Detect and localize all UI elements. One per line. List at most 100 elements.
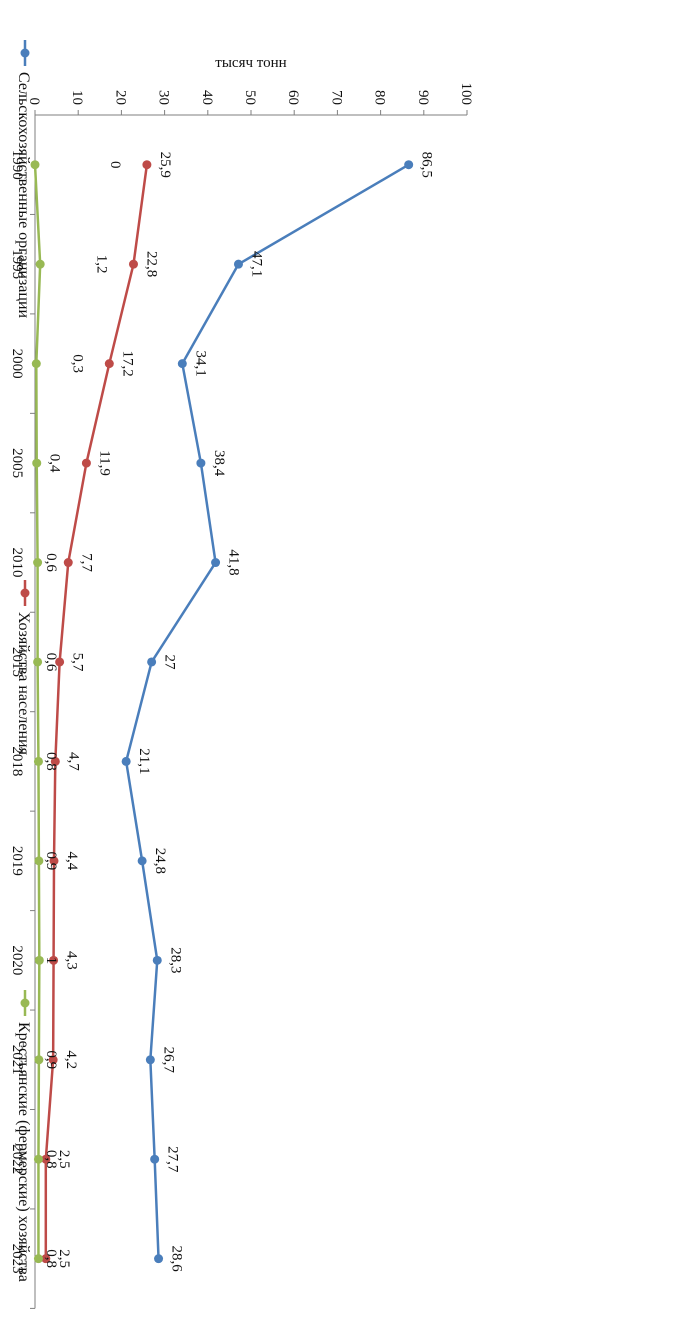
data-label: 17,2 — [119, 351, 135, 377]
data-point — [142, 160, 152, 170]
x-tick-label: 2019 — [9, 846, 25, 876]
legend: Сельскохозяйственные организации Хозяйств… — [15, 40, 32, 1282]
x-tick-label: 1995 — [9, 249, 25, 279]
data-point — [32, 458, 42, 468]
data-label: 0,9 — [43, 852, 59, 871]
data-label: 4,7 — [65, 752, 81, 771]
data-label: 38,4 — [211, 450, 227, 477]
data-point — [30, 160, 40, 170]
data-label: 21,1 — [136, 748, 152, 774]
data-point — [177, 359, 187, 369]
y-tick-label: 50 — [242, 90, 258, 105]
data-label: 0 — [107, 161, 123, 169]
x-tick-label: 2000 — [9, 349, 25, 379]
series-line-0 — [124, 163, 410, 1259]
data-label: 34,1 — [192, 351, 208, 377]
legend-label: Хозяйства населения — [15, 612, 32, 756]
data-point — [31, 359, 41, 369]
data-label: 11,9 — [96, 450, 112, 476]
x-tick-label: 2010 — [9, 548, 25, 578]
x-tick-label: 2015 — [9, 647, 25, 677]
x-tick-label: 2023 — [9, 1244, 25, 1274]
data-label: 4,2 — [63, 1050, 79, 1069]
data-label: 4,3 — [64, 951, 80, 970]
data-label: 86,5 — [419, 152, 435, 178]
x-tick-label: 2018 — [9, 746, 25, 776]
y-tick-label: 10 — [69, 90, 85, 105]
legend-label: Сельскохозяйственные организации — [15, 72, 32, 319]
data-point — [121, 756, 131, 766]
legend-swatch-marker — [20, 588, 30, 598]
data-label: 0,3 — [69, 354, 85, 373]
data-point — [145, 1055, 155, 1065]
data-label: 0,8 — [43, 1249, 59, 1268]
data-label: 7,7 — [78, 553, 94, 572]
legend-label: Крестьянские (фермерские) хозяйства — [15, 1022, 32, 1282]
x-tick-label: 2021 — [9, 1045, 25, 1075]
data-label: 0,9 — [43, 1050, 59, 1069]
series-points — [30, 160, 414, 1264]
data-point — [152, 955, 162, 965]
data-label: 1,2 — [93, 255, 109, 274]
data-point — [63, 558, 73, 568]
legend-swatch-marker — [20, 998, 30, 1008]
data-label: 26,7 — [160, 1047, 176, 1074]
data-point — [50, 756, 60, 766]
data-label: 0,8 — [43, 1150, 59, 1169]
data-label: 25,9 — [157, 152, 173, 178]
y-tick-label: 40 — [199, 90, 215, 105]
data-point — [404, 160, 414, 170]
data-label: 22,8 — [143, 251, 159, 277]
data-point — [35, 259, 45, 269]
data-label: 0,6 — [43, 653, 59, 672]
y-tick-label: 80 — [372, 90, 388, 105]
y-tick-label: 0 — [26, 98, 42, 106]
data-label: 28,6 — [169, 1246, 185, 1273]
data-label: 0,6 — [43, 553, 59, 572]
series-line-2 — [33, 164, 42, 1259]
data-point — [33, 756, 43, 766]
series-lines — [33, 163, 410, 1259]
data-point — [41, 1254, 51, 1264]
data-point — [137, 856, 147, 866]
data-label: 28,3 — [167, 947, 183, 973]
y-tick-label: 70 — [328, 90, 344, 105]
data-label: 24,8 — [152, 848, 168, 874]
data-point — [41, 1154, 51, 1164]
data-point — [34, 1055, 44, 1065]
data-point — [150, 1154, 160, 1164]
data-label: 2,5 — [56, 1150, 72, 1169]
data-label: 47,1 — [248, 251, 264, 277]
x-tick-label: 2022 — [9, 1144, 25, 1174]
y-tick-label: 90 — [415, 90, 431, 105]
data-labels: 86,5 25,9 0 47,1 22,8 1,2 34,1 17,2 0,3 38,4 11,9 0… — [43, 152, 435, 1273]
y-tick-label: 60 — [285, 90, 301, 105]
data-point — [233, 259, 243, 269]
y-tick-label: 100 — [458, 83, 474, 106]
data-point — [147, 657, 157, 667]
data-point — [55, 657, 65, 667]
series-line-1 — [44, 164, 149, 1259]
data-label: 27 — [162, 654, 178, 670]
legend-swatch-marker — [20, 48, 30, 58]
data-point — [154, 1254, 164, 1264]
data-label: 2,5 — [56, 1249, 72, 1268]
data-point — [49, 856, 59, 866]
data-point — [33, 1154, 43, 1164]
data-point — [33, 1254, 43, 1264]
data-point — [34, 856, 44, 866]
data-point — [196, 458, 206, 468]
data-point — [33, 558, 43, 568]
data-point — [128, 259, 138, 269]
x-tick-label: 2020 — [9, 945, 25, 975]
data-point — [33, 657, 43, 667]
data-point — [211, 558, 221, 568]
data-point — [49, 955, 59, 965]
data-point — [34, 955, 44, 965]
y-axis-title: тысяч тонн — [215, 55, 286, 71]
data-point — [81, 458, 91, 468]
